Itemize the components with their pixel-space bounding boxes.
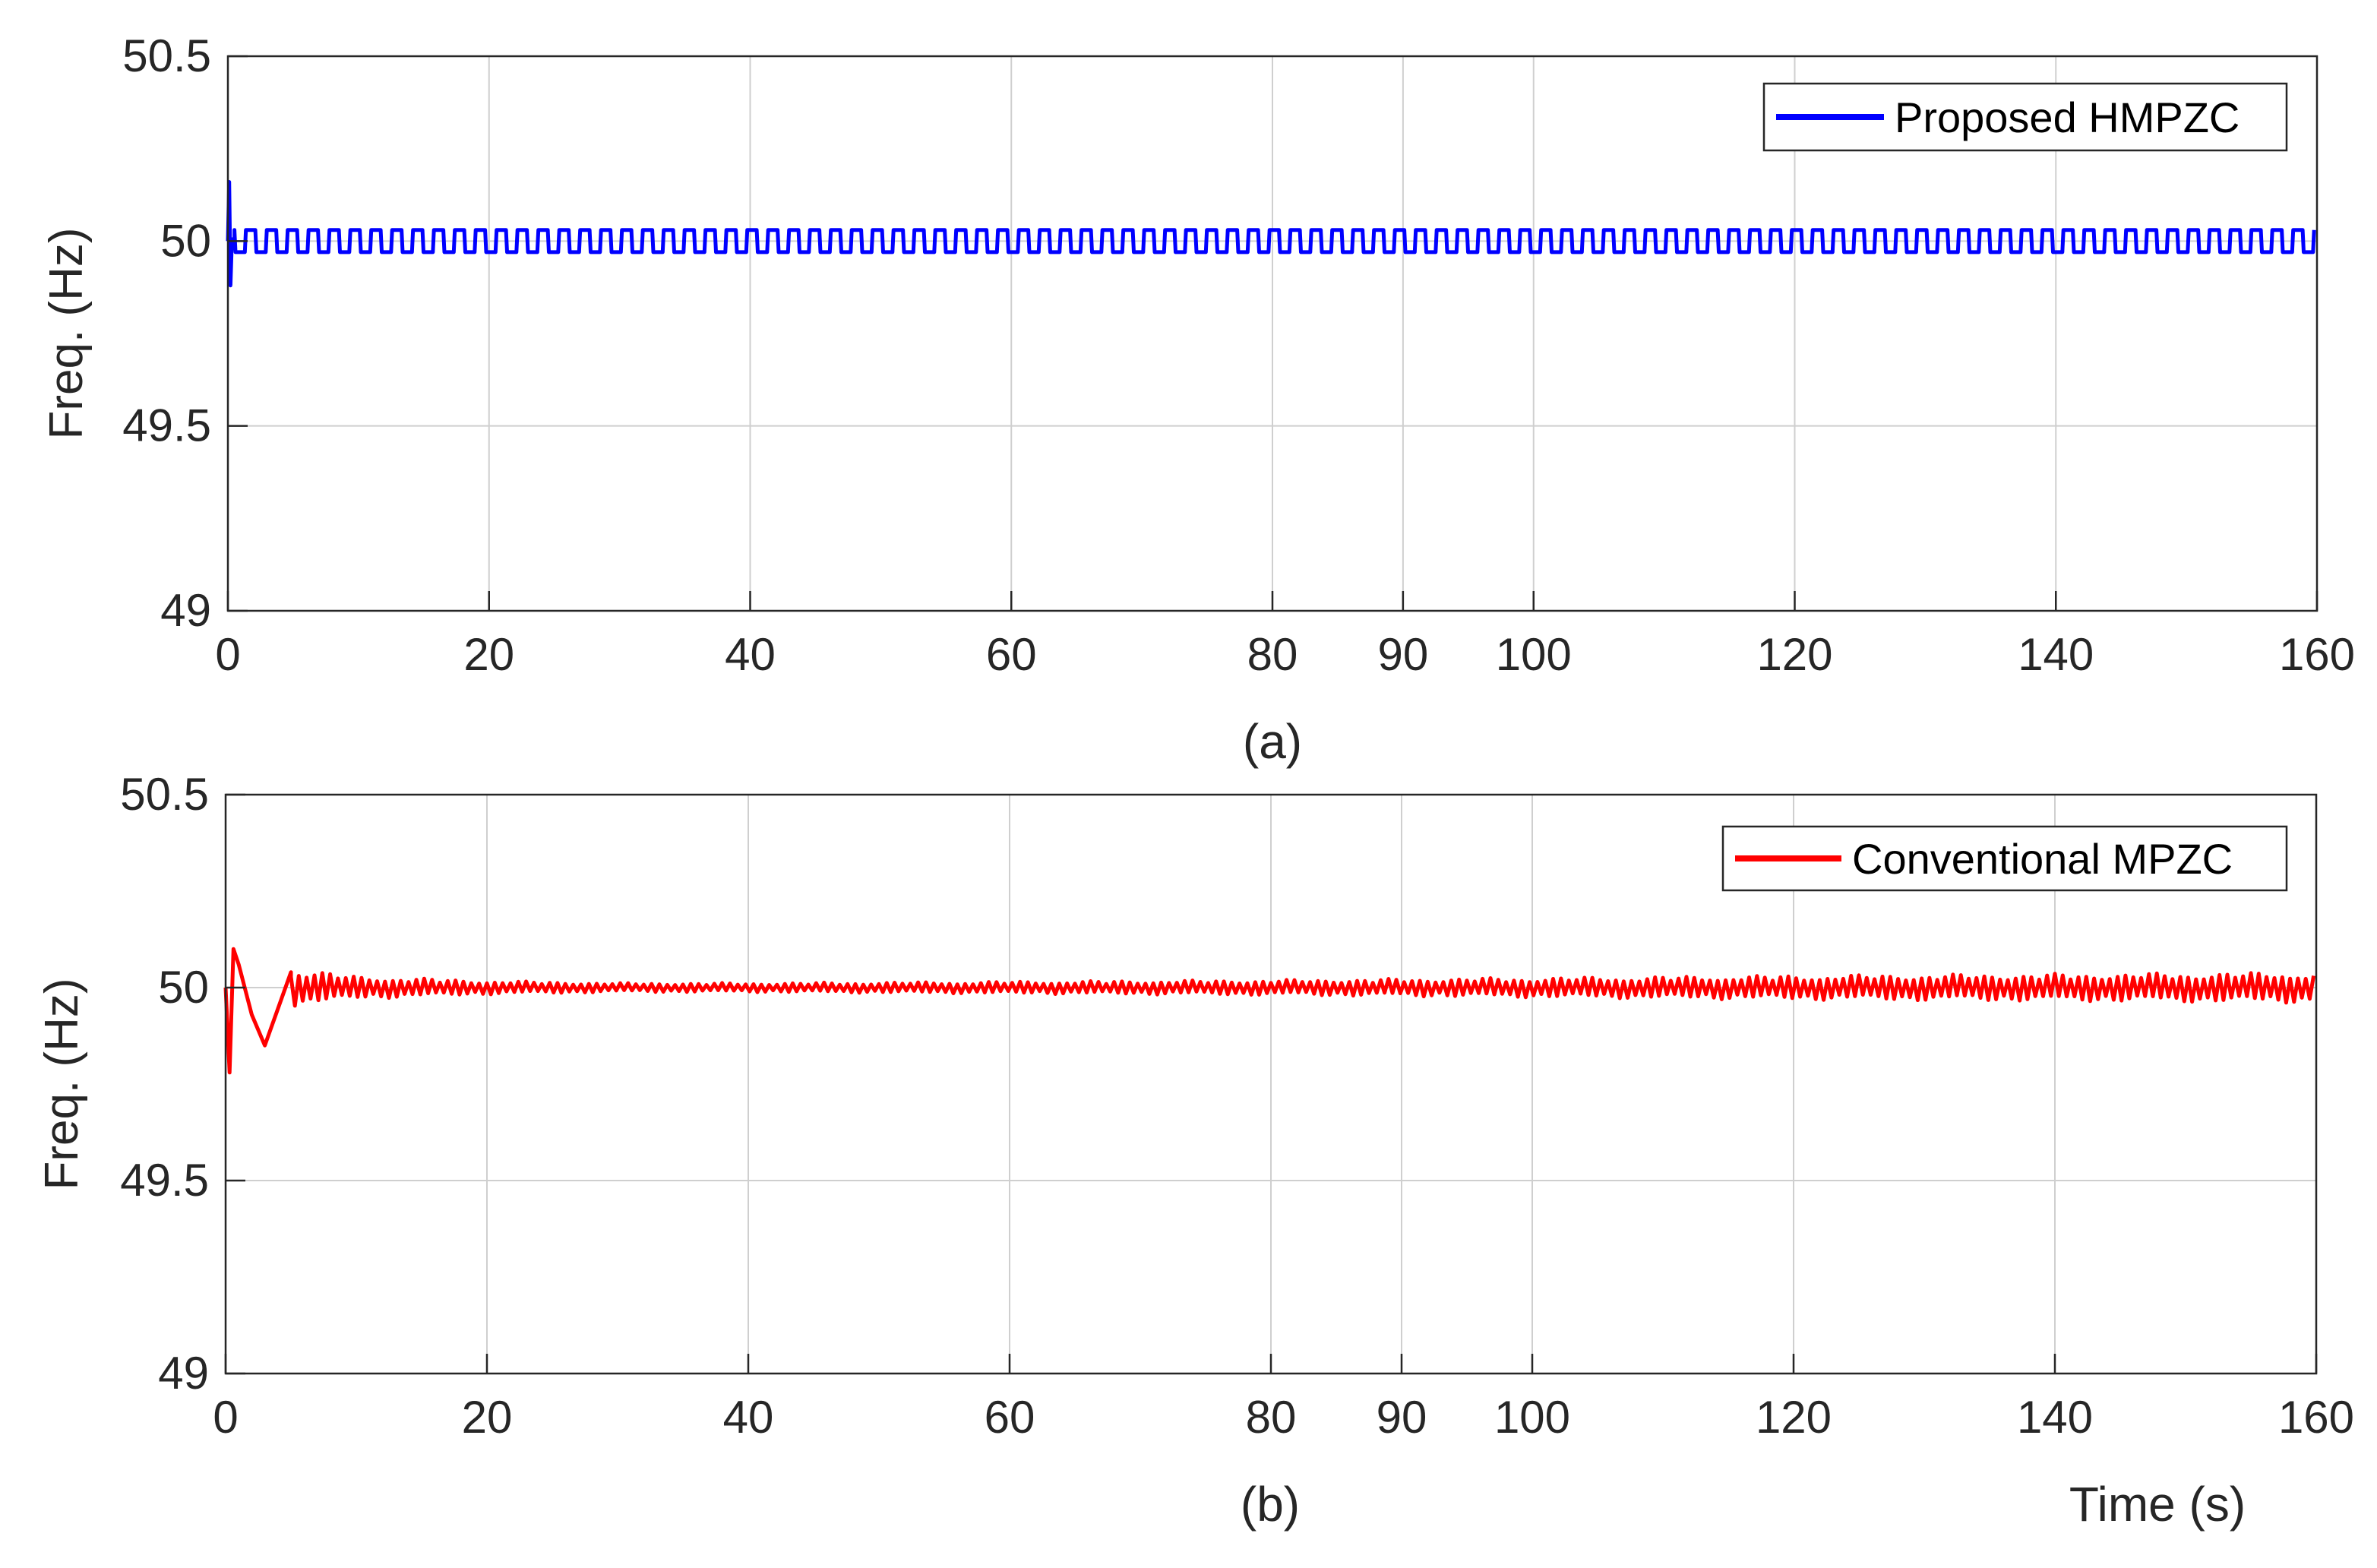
x-tick-label: 80: [1246, 1392, 1297, 1443]
series-layer-b: [223, 947, 2316, 1075]
x-tick-label: 120: [1756, 629, 1832, 680]
y-tick-label: 50: [158, 962, 209, 1013]
x-tick-label: 100: [1496, 629, 1572, 680]
y-tick-label: 49.5: [122, 400, 211, 451]
x-ticks-a: 0 20 40 60 80 90 100 120 140 160: [215, 591, 2355, 680]
series-line: [226, 180, 2316, 288]
x-tick-label: 90: [1377, 1392, 1427, 1443]
x-tick-label: 20: [462, 1392, 513, 1443]
x-ticks-b: 0 20 40 60 80 90 100 120 140 160: [213, 1354, 2354, 1443]
x-tick-label: 80: [1247, 629, 1298, 680]
legend-label-b: Conventional MPZC: [1852, 835, 2233, 883]
y-ticks-b: 49 49.5 50 50.5: [120, 769, 245, 1399]
x-tick-label: 100: [1494, 1392, 1570, 1443]
y-ticks-a: 49 49.5 50 50.5: [122, 30, 248, 636]
x-tick-label: 140: [2018, 629, 2094, 680]
legend-label-a: Proposed HMPZC: [1895, 93, 2240, 141]
y-tick-label: 49: [160, 585, 211, 636]
panel-a: 0 20 40 60 80 90 100 120 140 160 49 49.5 50 50.5 Fre…: [40, 30, 2355, 769]
legend-a: Proposed HMPZC: [1762, 82, 2288, 152]
y-tick-label: 50.5: [122, 30, 211, 81]
legend-b: Conventional MPZC: [1721, 825, 2288, 892]
x-tick-label: 0: [215, 629, 240, 680]
y-tick-label: 50.5: [120, 769, 209, 820]
x-tick-label: 60: [985, 1392, 1035, 1443]
series-line: [223, 947, 2316, 1075]
panel-caption-a: (a): [1243, 714, 1302, 769]
x-tick-label: 140: [2017, 1392, 2093, 1443]
x-tick-label: 60: [986, 629, 1037, 680]
panel-caption-b: (b): [1241, 1477, 1300, 1532]
x-axis-label-b: Time (s): [2069, 1477, 2246, 1532]
x-tick-label: 40: [723, 1392, 774, 1443]
y-axis-label-b: Freq. (Hz): [36, 978, 88, 1190]
series-layer-a: [226, 180, 2316, 288]
x-tick-label: 120: [1756, 1392, 1832, 1443]
x-tick-label: 20: [463, 629, 514, 680]
x-tick-label: 90: [1378, 629, 1429, 680]
x-tick-label: 160: [2279, 629, 2355, 680]
y-tick-label: 50: [160, 215, 211, 266]
x-tick-label: 40: [725, 629, 776, 680]
panel-b: 0 20 40 60 80 90 100 120 140 160 49 49.5 50 50.5 Fre…: [36, 769, 2354, 1532]
y-tick-label: 49.5: [120, 1155, 209, 1206]
y-tick-label: 49: [158, 1348, 209, 1399]
x-tick-label: 0: [213, 1392, 238, 1443]
y-axis-label-a: Freq. (Hz): [40, 228, 93, 440]
x-tick-label: 160: [2278, 1392, 2354, 1443]
